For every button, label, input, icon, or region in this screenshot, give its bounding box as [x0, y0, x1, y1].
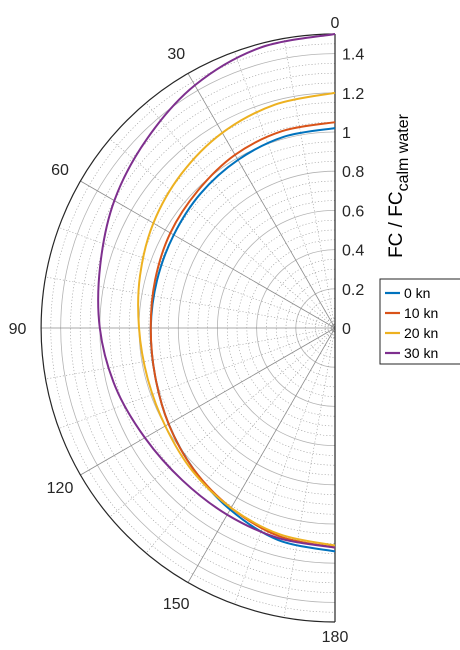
legend-label: 0 kn	[404, 285, 430, 301]
minor-grid-circle	[168, 161, 336, 495]
series-line-3	[97, 33, 336, 549]
minor-grid-circle	[275, 268, 336, 388]
minor-grid-spoke	[234, 327, 336, 605]
minor-grid-spoke	[283, 38, 336, 329]
angular-tick-label: 120	[47, 480, 74, 497]
y-axis-label-main: FC / FC	[386, 191, 407, 258]
minor-grid-circle	[128, 121, 336, 535]
radial-tick-label: 0	[342, 321, 351, 338]
minor-grid-spoke	[234, 51, 336, 329]
minor-grid-spoke	[45, 327, 336, 380]
minor-grid-spoke	[58, 227, 336, 329]
minor-grid-spoke	[109, 327, 336, 518]
major-grid-spoke	[80, 327, 336, 476]
minor-grid-circle	[207, 200, 336, 456]
radial-tick-label: 1	[342, 125, 351, 142]
minor-grid-spoke	[145, 327, 336, 554]
radial-tick-label: 0.2	[342, 282, 364, 299]
legend: 0 kn 10 kn 20 kn 30 kn	[379, 278, 460, 365]
polar-grid	[40, 33, 336, 623]
major-grid-spoke	[187, 73, 336, 329]
series-line-2	[137, 91, 336, 547]
radial-tick-label: 0.6	[342, 203, 364, 220]
radial-tick-labels: 0 0.2 0.4 0.6 0.8 1 1.2 1.4	[342, 47, 364, 338]
radial-tick-label: 1.4	[342, 47, 364, 64]
major-grid-spoke	[187, 327, 336, 583]
minor-grid-circle	[70, 63, 336, 593]
minor-grid-spoke	[109, 138, 336, 329]
y-axis-label: FC / FCcalm water	[386, 113, 412, 258]
angular-tick-label: 30	[167, 46, 185, 63]
angular-tick-labels: 0 30 60 90 120 150 180	[9, 15, 349, 646]
angular-tick-label: 60	[51, 162, 69, 179]
angular-tick-label: 150	[163, 596, 190, 613]
series-lines	[97, 33, 336, 553]
minor-grid-circle	[50, 43, 336, 613]
legend-label: 30 kn	[404, 345, 438, 361]
radial-tick-label: 1.2	[342, 86, 364, 103]
minor-grid-spoke	[45, 276, 336, 329]
angular-tick-label: 0	[331, 15, 340, 32]
angular-tick-label: 180	[322, 629, 349, 646]
minor-grid-spoke	[58, 327, 336, 429]
legend-label: 10 kn	[404, 305, 438, 321]
minor-grid-spoke	[145, 102, 336, 329]
outer-boundary	[40, 33, 336, 623]
radial-tick-label: 0.8	[342, 164, 364, 181]
minor-grid-spoke	[283, 327, 336, 618]
angular-tick-label: 90	[9, 321, 27, 338]
y-axis-label-sub: calm water	[395, 113, 412, 191]
major-grid-spoke	[80, 180, 336, 329]
radial-tick-label: 0.4	[342, 243, 364, 260]
legend-label: 20 kn	[404, 325, 438, 341]
